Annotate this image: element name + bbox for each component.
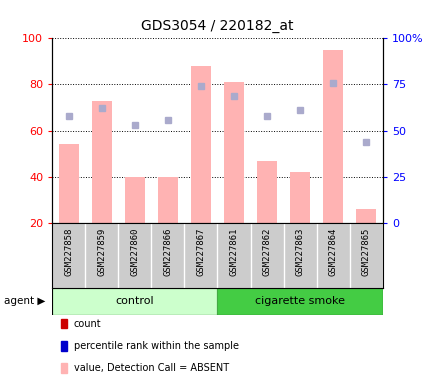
Bar bbox=[355, 209, 375, 223]
Text: GSM227859: GSM227859 bbox=[97, 228, 106, 276]
Bar bbox=[191, 66, 210, 223]
Text: agent ▶: agent ▶ bbox=[4, 296, 46, 306]
Bar bbox=[125, 177, 145, 223]
Text: cigarette smoke: cigarette smoke bbox=[255, 296, 344, 306]
Text: GSM227864: GSM227864 bbox=[328, 228, 337, 276]
Text: GSM227862: GSM227862 bbox=[262, 228, 271, 276]
Text: GSM227863: GSM227863 bbox=[295, 228, 304, 276]
Text: count: count bbox=[74, 318, 102, 329]
Text: GDS3054 / 220182_at: GDS3054 / 220182_at bbox=[141, 19, 293, 33]
Text: GSM227858: GSM227858 bbox=[64, 228, 73, 276]
Text: GSM227867: GSM227867 bbox=[196, 228, 205, 276]
Text: GSM227860: GSM227860 bbox=[130, 228, 139, 276]
Text: GSM227865: GSM227865 bbox=[361, 228, 370, 276]
Text: percentile rank within the sample: percentile rank within the sample bbox=[74, 341, 238, 351]
Bar bbox=[92, 101, 112, 223]
Bar bbox=[224, 82, 243, 223]
Bar bbox=[52, 288, 217, 315]
Bar bbox=[289, 172, 309, 223]
Text: GSM227861: GSM227861 bbox=[229, 228, 238, 276]
Bar bbox=[256, 161, 276, 223]
Bar bbox=[322, 50, 342, 223]
Text: control: control bbox=[115, 296, 154, 306]
Bar bbox=[59, 144, 79, 223]
Text: value, Detection Call = ABSENT: value, Detection Call = ABSENT bbox=[74, 363, 229, 373]
Text: GSM227866: GSM227866 bbox=[163, 228, 172, 276]
Bar bbox=[217, 288, 382, 315]
Bar bbox=[158, 177, 178, 223]
